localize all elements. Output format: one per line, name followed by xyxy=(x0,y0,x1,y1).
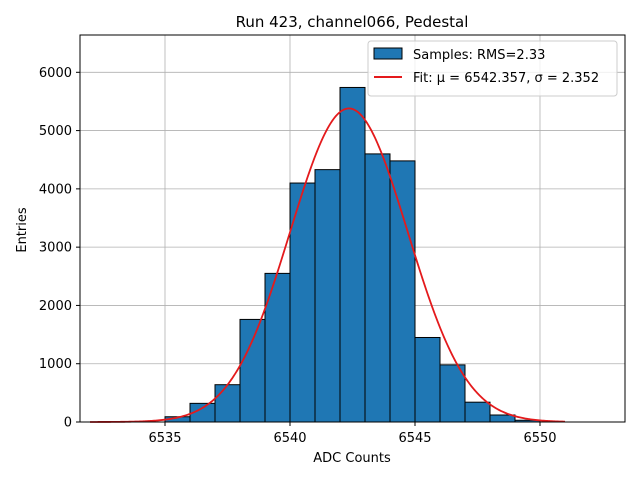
histogram-bar xyxy=(239,318,266,423)
legend-box xyxy=(367,40,618,97)
histogram-bar xyxy=(364,153,391,423)
x-tick-label: 6535 xyxy=(148,431,181,446)
histogram-bar xyxy=(214,384,241,423)
x-tick-label: 6540 xyxy=(273,431,306,446)
chart-title: Run 423, channel066, Pedestal xyxy=(236,13,469,31)
histogram-bar xyxy=(339,86,366,423)
y-tick-label: 6000 xyxy=(39,66,72,81)
fit-curve-layer xyxy=(90,107,566,423)
x-tick-label: 6550 xyxy=(523,431,556,446)
histogram-bars xyxy=(164,86,541,423)
legend-label-samples: Samples: RMS=2.33 xyxy=(413,48,545,63)
histogram-bar xyxy=(464,401,491,423)
y-axis-label: Entries xyxy=(15,207,30,253)
x-axis-label: ADC Counts xyxy=(313,451,391,466)
histogram-bar xyxy=(314,169,341,423)
legend-label-fit-prefix: Fit: xyxy=(413,71,437,86)
y-tick-label: 1000 xyxy=(39,357,72,372)
histogram-bar xyxy=(439,364,466,423)
y-tick-label: 5000 xyxy=(39,124,72,139)
histogram-bar xyxy=(389,160,416,423)
legend: Samples: RMS=2.33 Fit: μ = 6542.357, σ =… xyxy=(367,40,618,97)
legend-label-fit: Fit: μ = 6542.357, σ = 2.352 xyxy=(413,71,599,86)
histogram-bar xyxy=(489,414,516,423)
x-axis-ticks: 6535 6540 6545 6550 xyxy=(148,422,557,446)
y-tick-label: 0 xyxy=(64,416,72,431)
legend-label-fit-math: μ = 6542.357, σ = 2.352 xyxy=(437,71,599,86)
fit-curve xyxy=(90,107,566,423)
y-tick-label: 3000 xyxy=(39,241,72,256)
legend-swatch-samples xyxy=(373,47,403,60)
x-tick-label: 6545 xyxy=(398,431,431,446)
histogram-bar xyxy=(414,336,441,423)
y-tick-label: 2000 xyxy=(39,299,72,314)
y-axis-ticks: 0 1000 2000 3000 4000 5000 6000 xyxy=(39,66,80,431)
plot-frame xyxy=(79,34,626,423)
y-tick-label: 4000 xyxy=(39,182,72,197)
histogram-bar xyxy=(289,182,316,423)
